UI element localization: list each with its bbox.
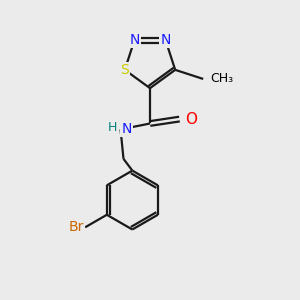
Text: N: N [129,33,140,46]
Text: Br: Br [68,220,84,234]
Text: CH₃: CH₃ [211,73,234,85]
Text: N: N [121,122,131,136]
Text: N: N [160,33,171,46]
Text: S: S [120,63,129,77]
Text: H: H [108,122,117,134]
Text: O: O [185,112,197,127]
